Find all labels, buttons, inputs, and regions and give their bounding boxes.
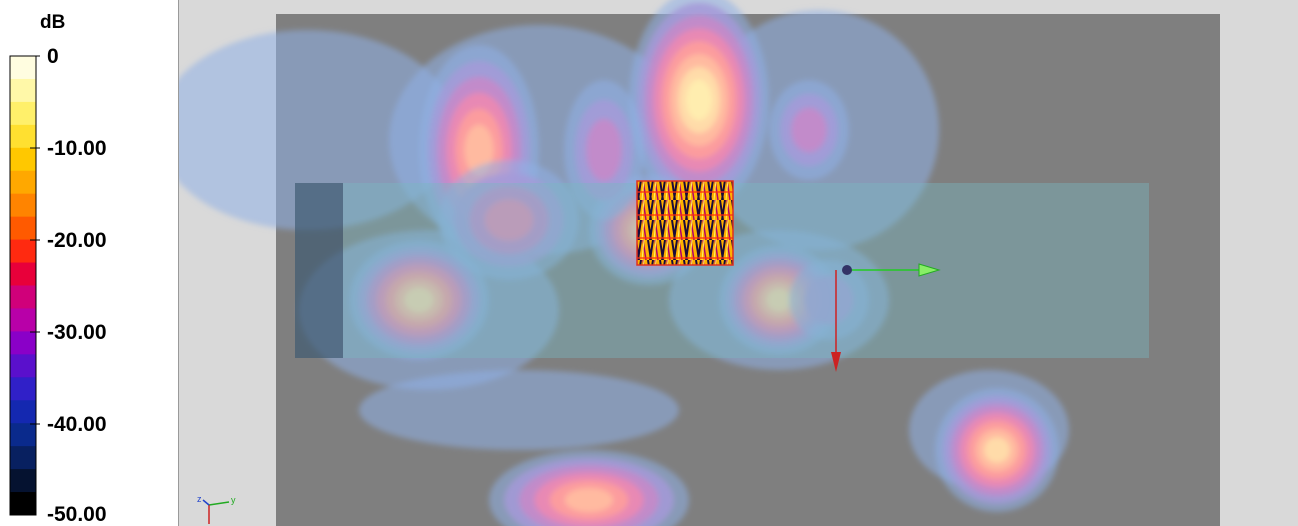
field-contour bbox=[983, 436, 1011, 464]
colorbar-tick-0: 0 bbox=[47, 45, 59, 68]
field-contour bbox=[464, 124, 494, 176]
local-axes[interactable] bbox=[831, 263, 941, 372]
3d-viewport[interactable]: y z bbox=[178, 0, 1298, 526]
colorbar-band bbox=[10, 124, 36, 149]
field-contour bbox=[404, 287, 434, 313]
colorbar-scale bbox=[9, 55, 40, 516]
orientation-triad: y z bbox=[197, 494, 236, 524]
colorbar-band bbox=[10, 492, 36, 516]
colorbar-band bbox=[10, 147, 36, 172]
colorbar-band bbox=[10, 101, 36, 126]
colorbar-band bbox=[10, 469, 36, 493]
colorbar-band bbox=[10, 331, 36, 355]
colorbar-tick-4: -40.00 bbox=[47, 413, 107, 436]
colorbar-tick-1: -10.00 bbox=[47, 137, 107, 160]
field-contour bbox=[359, 370, 679, 450]
field-contour bbox=[791, 107, 827, 153]
colorbar-band bbox=[10, 78, 36, 103]
colorbar-band bbox=[10, 446, 36, 470]
colorbar-band bbox=[10, 262, 36, 286]
field-scene[interactable]: y z bbox=[179, 0, 1298, 526]
substrate-board-edge bbox=[295, 183, 343, 358]
field-contour bbox=[564, 487, 614, 513]
triad-z-label: z bbox=[197, 494, 202, 504]
colorbar-band bbox=[10, 400, 36, 424]
field-contour bbox=[804, 275, 854, 325]
colorbar-unit-label: dB bbox=[40, 12, 66, 33]
colorbar-tick-3: -30.00 bbox=[47, 321, 107, 344]
source-chip[interactable] bbox=[636, 180, 734, 266]
colorbar-band bbox=[10, 216, 36, 241]
colorbar-band bbox=[10, 285, 36, 309]
colorbar-band bbox=[10, 170, 36, 195]
colorbar-band bbox=[10, 56, 36, 80]
colorbar-tick-2: -20.00 bbox=[47, 229, 107, 252]
colorbar-band bbox=[10, 423, 36, 447]
field-heatmap bbox=[179, 0, 1069, 526]
field-contour bbox=[586, 118, 622, 182]
colorbar-band bbox=[10, 377, 36, 401]
colorbar-band bbox=[10, 308, 36, 332]
colorbar-tick-5: -50.00 bbox=[47, 503, 107, 526]
colorbar-band bbox=[10, 193, 36, 218]
field-contour bbox=[179, 30, 457, 230]
field-contour bbox=[766, 288, 792, 312]
field-contour bbox=[685, 79, 713, 121]
colorbar-band bbox=[10, 239, 36, 264]
triad-y-label: y bbox=[231, 495, 236, 505]
field-contour bbox=[484, 199, 534, 241]
colorbar-legend: dB 0 -10.00 -20.00 -30.00 -40.00 -50.00 bbox=[0, 0, 178, 526]
colorbar-frame bbox=[9, 55, 37, 516]
colorbar-band bbox=[10, 354, 36, 378]
